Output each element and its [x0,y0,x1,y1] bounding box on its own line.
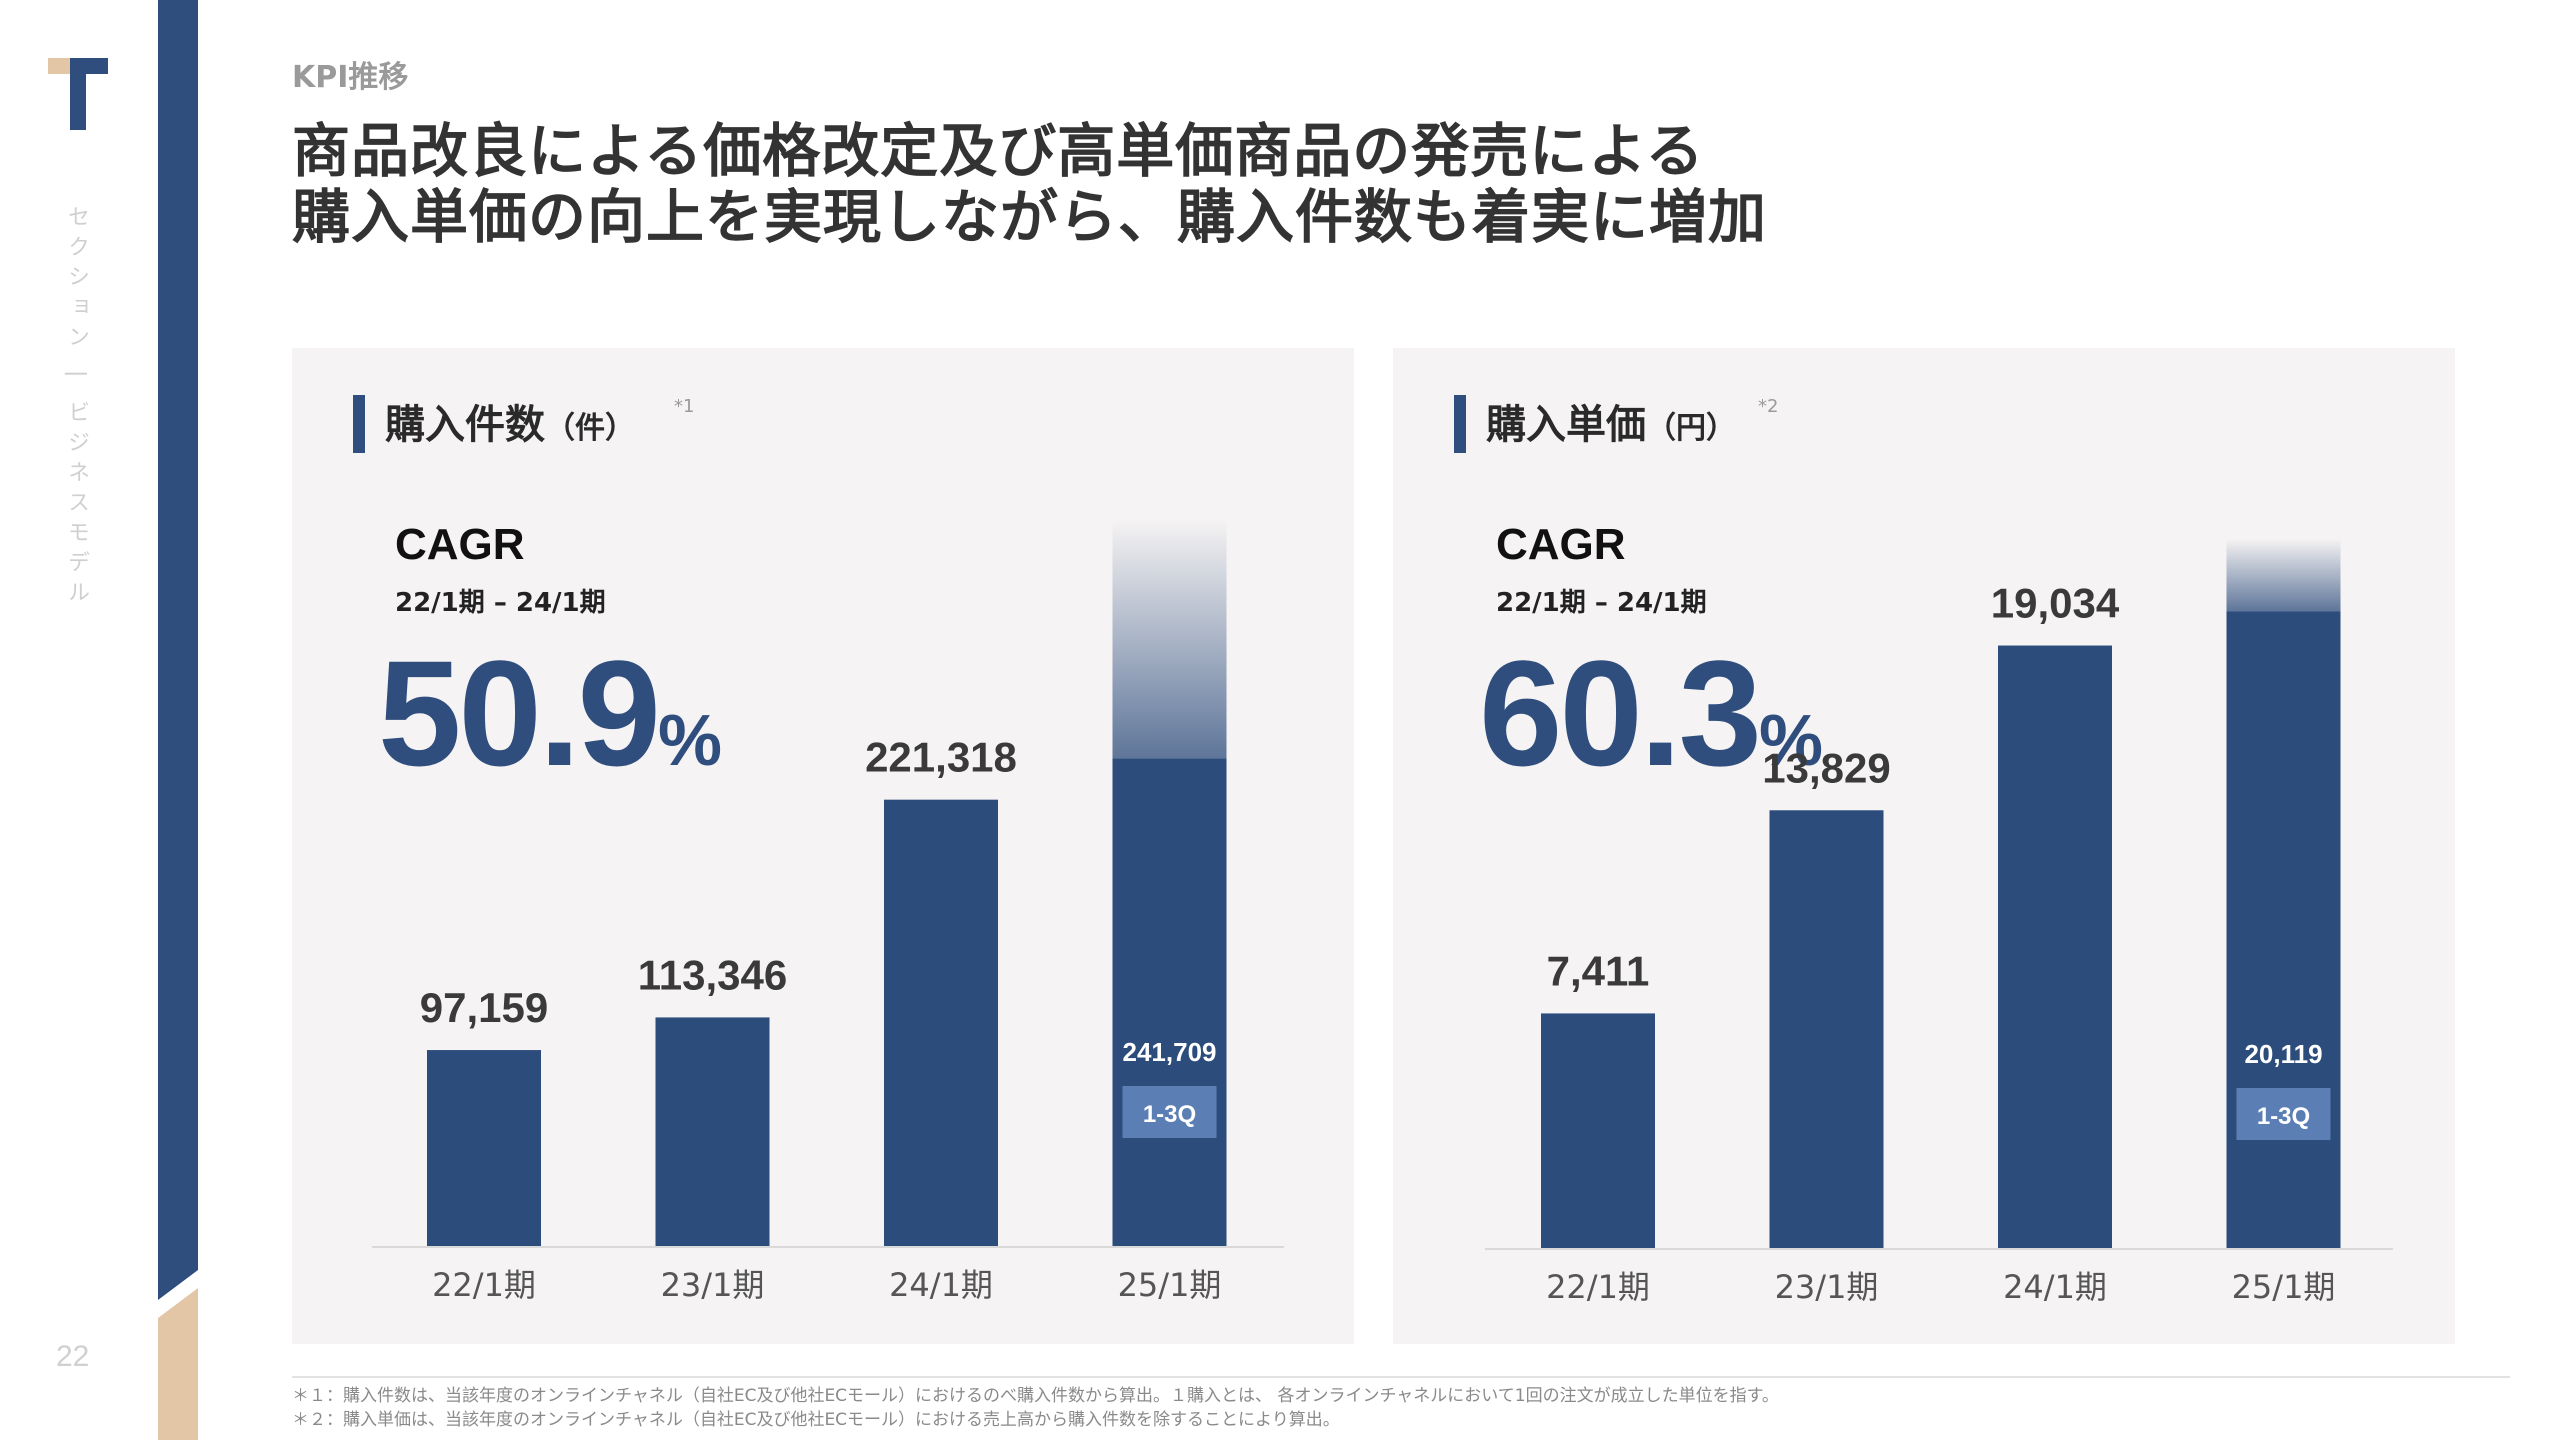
bar [2226,611,2341,1248]
bar-forecast-fade [1112,520,1227,759]
data-label: 113,346 [638,951,788,998]
headline-line-1: 商品改良による価格改定及び高単価商品の発売による [292,117,1705,185]
footnote-divider [292,1376,2510,1378]
footnotes: ＊１：購入件数は、当該年度のオンラインチャネル（自社EC及び他社ECモール）にお… [292,1384,1779,1432]
cagr-percent-sign: % [1758,701,1823,781]
x-tick-label: 25/1期 [2232,1268,2336,1306]
brand-logo-icon [48,58,108,130]
bar-forecast-fade [2226,538,2341,612]
cagr-period: 22/1期 – 24/1期 [1496,588,1707,618]
cagr-number: 60.3 [1479,629,1762,797]
section-label: KPI推移 [292,60,409,95]
x-tick-label: 23/1期 [1775,1268,1879,1306]
cagr-number: 50.9 [378,629,661,797]
cagr-value: 60.3% [1479,628,1823,826]
x-tick-label: 22/1期 [1546,1268,1650,1306]
x-tick-label: 24/1期 [889,1266,993,1304]
panel-title: 購入単価（円） [1486,392,1736,450]
headline-line-2: 購入単価の向上を実現しながら、購入件数も着実に増加 [292,183,1768,251]
footnote-1: ＊１：購入件数は、当該年度のオンラインチャネル（自社EC及び他社ECモール）にお… [292,1386,1779,1406]
period-badge [1122,1086,1217,1138]
bar [1998,645,2112,1248]
panel-title-text: 購入単価 [1486,402,1646,448]
unit-price-panel: 購入単価（円） *2 CAGR 22/1期 – 24/1期 60.3% 7,41… [1393,348,2455,1344]
side-section-label: セクション | ビジネスモデル [64,205,89,611]
cagr-percent-sign: % [657,701,722,781]
panel-title-text: 購入件数 [385,402,545,448]
panel-title: 購入件数（件） [385,392,635,450]
cagr-label: CAGR [395,520,525,569]
bar [1769,810,1884,1248]
bar [655,1017,770,1246]
bar [427,1050,541,1246]
data-label: 97,159 [420,984,548,1031]
period-badge-label: 1-3Q [1143,1101,1196,1128]
footnote-2: ＊２：購入単価は、当該年度のオンラインチャネル（自社EC及び他社ECモール）にお… [292,1410,1340,1430]
bar [884,799,998,1246]
cagr-label: CAGR [1496,520,1626,569]
data-label: 241,709 [1123,1037,1217,1067]
data-label: 19,034 [1991,580,2120,627]
data-label: 13,829 [1762,744,1890,791]
sidebar-accent-tan [158,1288,198,1440]
x-tick-label: 25/1期 [1118,1266,1222,1304]
period-badge-label: 1-3Q [2257,1103,2310,1130]
x-tick-label: 24/1期 [2003,1268,2107,1306]
purchase-count-bar-chart: 97,159 22/1期 113,346 23/1期 221,318 24/1期 241,7… [372,520,1284,1304]
purchase-count-panel: 購入件数（件） *1 CAGR 22/1期 – 24/1期 50.9% 97,1… [292,348,1354,1344]
footnote-ref: *1 [674,396,695,417]
data-label: 20,119 [2244,1039,2322,1069]
footnote-ref: *2 [1758,396,1779,417]
panel-title-marker [1454,395,1466,453]
headline: 商品改良による価格改定及び高単価商品の発売による 購入単価の向上を実現しながら、… [292,118,1767,250]
bar [1541,1013,1655,1248]
x-tick-label: 23/1期 [661,1266,765,1304]
panel-unit: （円） [1646,411,1736,446]
panel-unit: （件） [545,411,635,446]
data-label: 7,411 [1547,947,1650,994]
cagr-period: 22/1期 – 24/1期 [395,588,606,618]
data-label: 221,318 [865,734,1017,781]
sidebar-accent-bar [158,0,198,1300]
cagr-value: 50.9% [378,628,722,826]
unit-price-bar-chart: 7,411 22/1期 13,829 23/1期 19,034 24/1期 20,119 1-… [1485,538,2393,1306]
x-tick-label: 22/1期 [432,1266,536,1304]
period-badge [2236,1088,2331,1140]
bar [1112,758,1227,1246]
page-number: 22 [56,1340,90,1373]
panel-title-marker [353,395,365,453]
